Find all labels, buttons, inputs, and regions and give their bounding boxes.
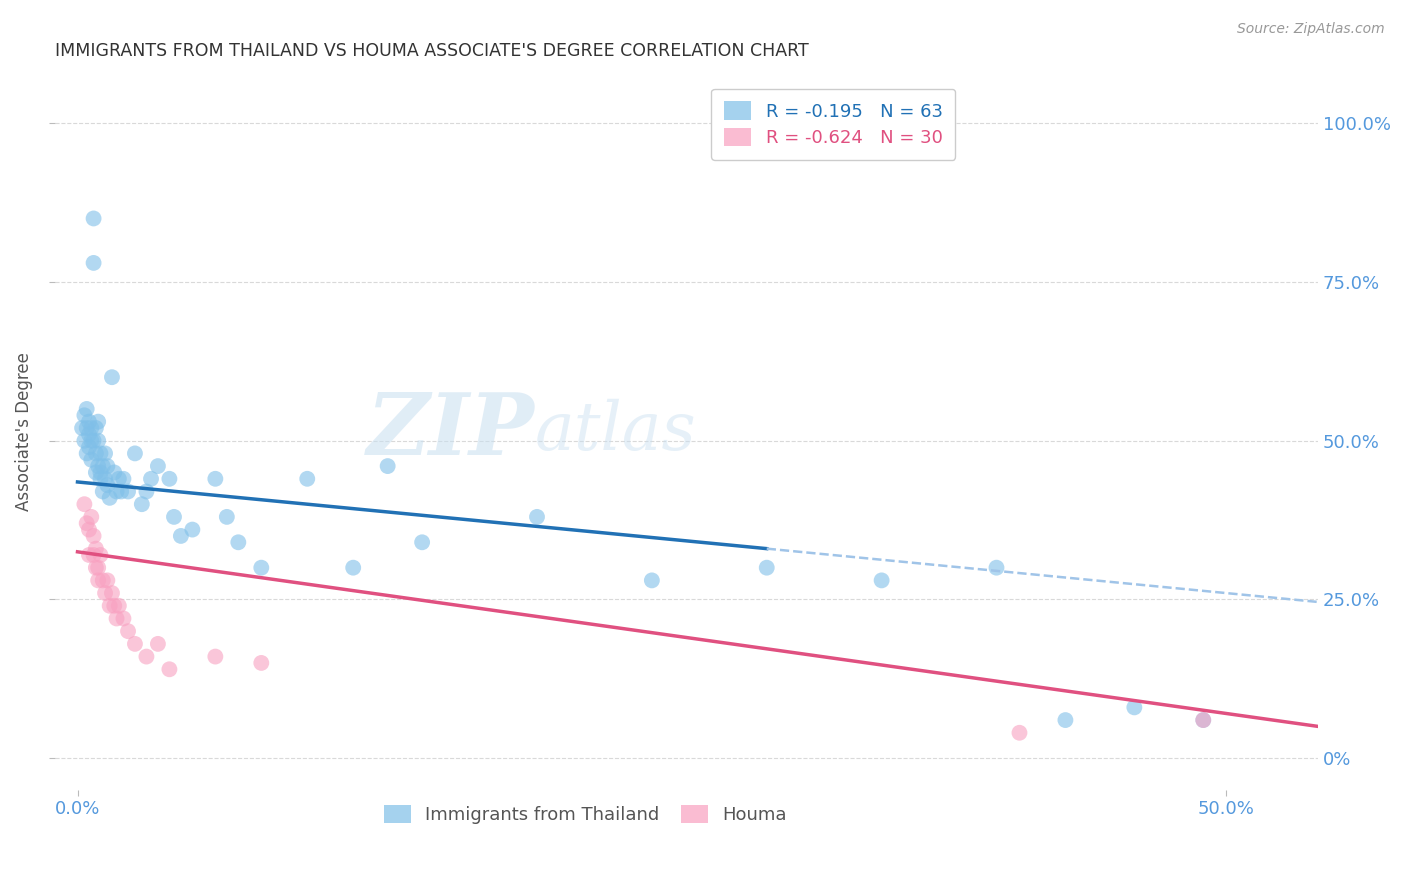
Point [870, 574, 893, 588]
Point [1054, 713, 1077, 727]
Point [77, 440, 100, 454]
Point [91, 574, 114, 588]
Point [526, 509, 548, 524]
Point [80, 509, 103, 524]
Point [112, 472, 135, 486]
Point [83, 529, 105, 543]
Point [108, 472, 131, 486]
Point [87, 574, 110, 588]
Point [84, 541, 107, 556]
Point [76, 516, 98, 531]
Point [76, 401, 98, 416]
Point [84, 421, 107, 435]
Point [73, 409, 96, 423]
Point [94, 586, 117, 600]
Point [89, 446, 111, 460]
Point [1123, 700, 1146, 714]
Point [1008, 725, 1031, 739]
Text: ZIP: ZIP [367, 390, 534, 473]
Point [139, 472, 162, 486]
Point [91, 484, 114, 499]
Point [101, 370, 124, 384]
Point [73, 497, 96, 511]
Point [181, 523, 204, 537]
Point [94, 446, 117, 460]
Point [342, 560, 364, 574]
Point [157, 662, 180, 676]
Point [87, 459, 110, 474]
Point [84, 560, 107, 574]
Point [108, 599, 131, 613]
Point [89, 472, 111, 486]
Point [96, 478, 118, 492]
Point [105, 611, 128, 625]
Point [117, 484, 139, 499]
Point [755, 560, 778, 574]
Point [84, 466, 107, 480]
Point [101, 586, 124, 600]
Point [986, 560, 1008, 574]
Point [117, 624, 139, 639]
Point [89, 466, 111, 480]
Point [124, 637, 146, 651]
Point [84, 446, 107, 460]
Point [76, 421, 98, 435]
Point [228, 535, 250, 549]
Point [98, 491, 121, 505]
Point [146, 459, 169, 474]
Point [112, 611, 135, 625]
Point [77, 523, 100, 537]
Point [215, 509, 238, 524]
Point [80, 434, 103, 448]
Point [250, 560, 273, 574]
Point [87, 434, 110, 448]
Point [103, 466, 125, 480]
Point [110, 484, 132, 499]
Point [297, 472, 319, 486]
Legend: Immigrants from Thailand, Houma: Immigrants from Thailand, Houma [373, 794, 797, 835]
Text: IMMIGRANTS FROM THAILAND VS HOUMA ASSOCIATE'S DEGREE CORRELATION CHART: IMMIGRANTS FROM THAILAND VS HOUMA ASSOCI… [55, 42, 808, 60]
Point [96, 574, 118, 588]
Point [80, 421, 103, 435]
Text: atlas: atlas [534, 399, 696, 464]
Point [377, 459, 399, 474]
Text: Source: ZipAtlas.com: Source: ZipAtlas.com [1237, 22, 1385, 37]
Point [83, 434, 105, 448]
Point [170, 529, 193, 543]
Point [1192, 713, 1215, 727]
Point [1192, 713, 1215, 727]
Point [641, 574, 664, 588]
Point [77, 415, 100, 429]
Point [146, 637, 169, 651]
Point [83, 548, 105, 562]
Point [77, 548, 100, 562]
Point [77, 427, 100, 442]
Point [83, 211, 105, 226]
Point [96, 459, 118, 474]
Point [103, 599, 125, 613]
Point [94, 472, 117, 486]
Point [76, 446, 98, 460]
Point [87, 560, 110, 574]
Point [131, 497, 153, 511]
Point [163, 509, 186, 524]
Point [124, 446, 146, 460]
Point [204, 649, 226, 664]
Point [204, 472, 226, 486]
Point [83, 256, 105, 270]
Point [80, 452, 103, 467]
Point [135, 484, 157, 499]
Point [91, 459, 114, 474]
Point [87, 415, 110, 429]
Point [135, 649, 157, 664]
Point [250, 656, 273, 670]
Point [98, 599, 121, 613]
Point [70, 421, 93, 435]
Point [89, 548, 111, 562]
Point [73, 434, 96, 448]
Point [105, 484, 128, 499]
Y-axis label: Associate's Degree: Associate's Degree [15, 351, 32, 510]
Point [411, 535, 433, 549]
Point [157, 472, 180, 486]
